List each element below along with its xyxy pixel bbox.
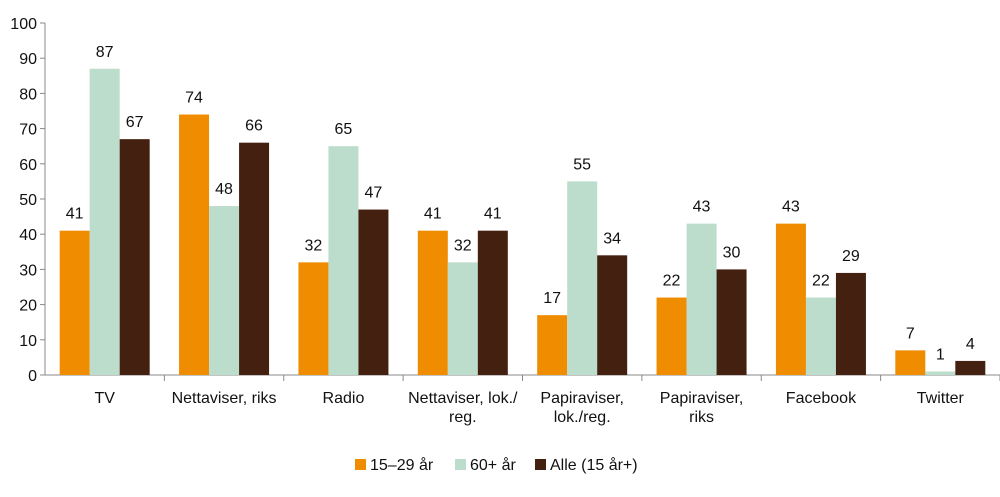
value-label: 34 (603, 230, 621, 247)
value-label: 48 (215, 181, 233, 198)
y-tick-label: 0 (28, 368, 37, 385)
y-tick-label: 10 (19, 333, 37, 350)
value-label: 74 (185, 90, 203, 107)
y-tick-label: 20 (19, 298, 37, 315)
x-tick-label: Facebook (786, 390, 857, 407)
legend-label: 15–29 år (370, 456, 434, 474)
bar (119, 139, 150, 375)
y-tick-label: 50 (19, 192, 37, 209)
x-tick-label: Papiraviser, riks (660, 390, 744, 426)
bar (597, 255, 628, 375)
value-label: 65 (335, 121, 353, 138)
y-tick-label: 30 (19, 262, 37, 279)
bar (775, 223, 806, 375)
x-tick-label: Radio (323, 390, 365, 407)
bar (686, 223, 717, 375)
value-label: 41 (424, 206, 442, 223)
value-label: 29 (842, 248, 860, 265)
value-label: 30 (723, 244, 741, 261)
value-label: 41 (66, 206, 84, 223)
bar (656, 297, 687, 375)
legend-label: 60+ år (470, 456, 516, 474)
y-tick-label: 90 (19, 51, 37, 68)
bar (89, 68, 120, 375)
value-label: 47 (365, 185, 383, 202)
x-tick-label: Nettaviser, lok./reg. (408, 390, 518, 426)
value-label: 7 (906, 325, 915, 342)
y-tick-label: 80 (19, 86, 37, 103)
value-label: 43 (782, 199, 800, 216)
legend: 15–29 år 60+ år Alle (15 år+) (355, 456, 638, 474)
bar (239, 142, 270, 375)
value-label: 4 (966, 336, 975, 353)
bar (537, 315, 568, 375)
value-label: 22 (663, 273, 681, 290)
legend-swatch (455, 459, 466, 470)
legend-swatch (535, 459, 546, 470)
bar (417, 230, 448, 375)
bar (328, 146, 359, 375)
bar (59, 230, 90, 375)
bar (209, 206, 240, 375)
value-label: 22 (812, 273, 830, 290)
bar (835, 272, 866, 375)
y-tick-label: 100 (10, 16, 37, 33)
value-label: 87 (96, 44, 114, 61)
value-label: 55 (573, 156, 591, 173)
bar (179, 114, 210, 376)
value-label: 43 (693, 199, 711, 216)
legend-label: Alle (15 år+) (550, 456, 638, 474)
bar (925, 371, 956, 375)
bar (358, 209, 389, 375)
bar (298, 262, 329, 375)
value-label: 32 (305, 237, 323, 254)
value-label: 1 (936, 346, 945, 363)
y-tick-label: 40 (19, 227, 37, 244)
bar (447, 262, 478, 375)
bar (567, 181, 598, 375)
value-label: 41 (484, 206, 502, 223)
bar (477, 230, 508, 375)
bar (955, 360, 986, 375)
bar (895, 350, 926, 375)
bar (716, 269, 747, 375)
value-label: 67 (126, 114, 144, 131)
y-tick-label: 70 (19, 122, 37, 139)
x-tick-label: Twitter (917, 390, 965, 407)
y-tick-label: 60 (19, 157, 37, 174)
value-label: 66 (245, 118, 263, 135)
value-label: 32 (454, 237, 472, 254)
x-tick-label: Nettaviser, riks (172, 390, 277, 407)
x-tick-label: TV (94, 390, 115, 407)
value-label: 17 (543, 290, 561, 307)
bar (805, 297, 836, 375)
x-tick-label: Papiraviser, lok./reg. (540, 390, 624, 426)
legend-swatch (355, 459, 366, 470)
